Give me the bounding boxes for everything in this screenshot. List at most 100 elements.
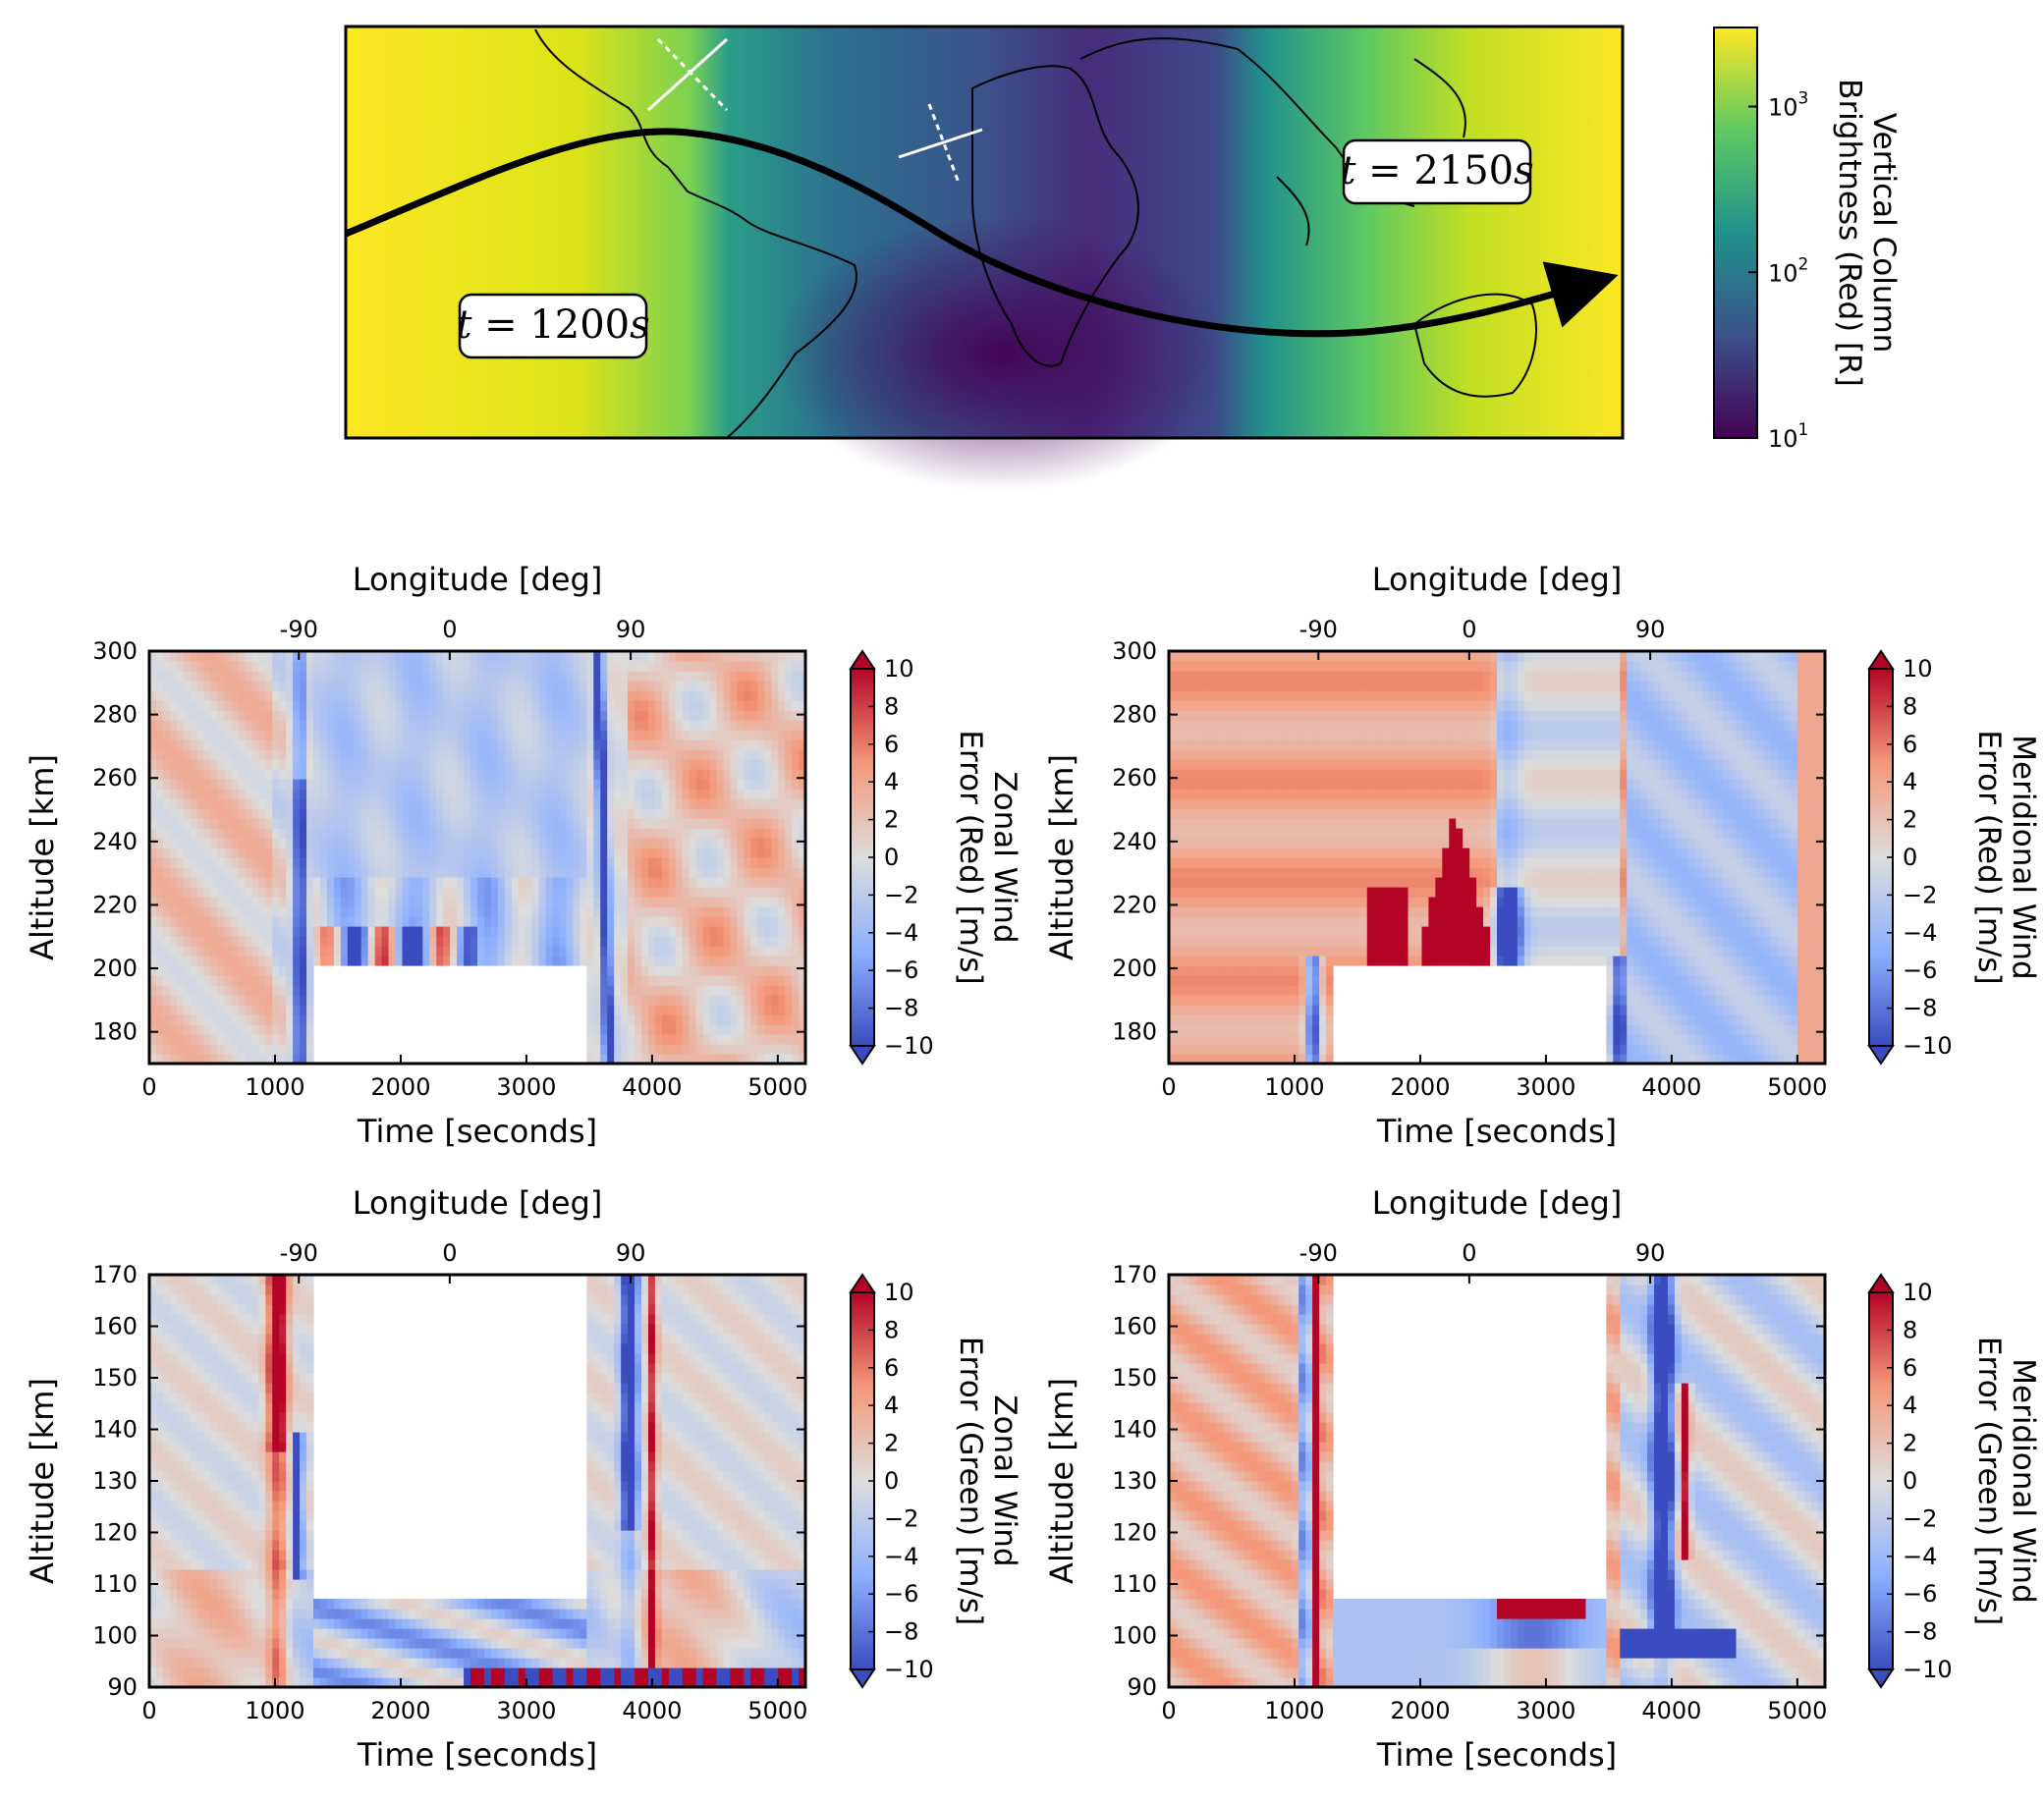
y-tick-label: 110 [92, 1570, 138, 1598]
y-tick-label: 170 [1112, 1261, 1157, 1288]
heatmap-cells [1169, 651, 1826, 1065]
map-frame [344, 25, 1625, 440]
y-tick-label: 220 [1112, 891, 1157, 918]
x-tick-label: 1000 [245, 1073, 304, 1101]
colorbar-tick-label: 8 [884, 1316, 899, 1343]
x-tick-label: 2000 [370, 1697, 430, 1724]
colorbar-extend-min [1867, 1668, 1895, 1689]
y-tick-label: 260 [92, 764, 138, 792]
colorbar-title-line-2: Error (Red) [m/s] [1971, 730, 2007, 984]
y-tick-label: 150 [1112, 1364, 1157, 1392]
x-tick-label: 5000 [747, 1073, 807, 1101]
brightness-colorbar: 101 102 103 Vertical Column Brightness (Re… [1713, 27, 1902, 453]
colorbar-tick-label: 6 [884, 731, 899, 758]
colorbar-tick-label: −8 [1903, 1618, 1937, 1646]
x-tick-label: 5000 [747, 1697, 807, 1724]
x-tick-label: 0 [1161, 1073, 1176, 1101]
x-tick-label: 1000 [1264, 1073, 1324, 1101]
y-tick-label: 100 [92, 1622, 138, 1650]
colorbar-tick-label: −6 [1903, 957, 1937, 984]
y-tick-label: 140 [1112, 1416, 1157, 1444]
colorbar-tick-label: 10 [1903, 1279, 1933, 1306]
top-tick-label: 0 [1462, 616, 1476, 643]
y-tick-label: 220 [92, 891, 138, 918]
y-tick-label: 300 [1112, 637, 1157, 665]
plot-frame [1167, 649, 1827, 1066]
y-tick-label: 200 [1112, 955, 1157, 982]
top-tick-label: -90 [280, 616, 318, 643]
plot-frame [147, 649, 807, 1066]
colorbar-tick-label: 0 [1903, 844, 1917, 871]
colorbar-extend-min [849, 1668, 876, 1689]
top-tick-label: 0 [1462, 1239, 1476, 1267]
colorbar-title-line-2: Error (Red) [m/s] [953, 730, 988, 984]
x-tick-label: 2000 [1390, 1697, 1450, 1724]
y-tick-label: 140 [92, 1416, 138, 1444]
x-tick-label: 3000 [1516, 1073, 1575, 1101]
colorbar-tick-label: −6 [884, 1580, 918, 1608]
y-tick-label: 240 [92, 828, 138, 855]
top-tick-label: 90 [616, 1239, 646, 1267]
colorbar-title-line-2: Error (Green) [m/s] [1971, 1337, 2007, 1625]
y-tick-label: 280 [92, 701, 138, 729]
heatmap-cells [149, 1275, 806, 1688]
x-tick-label: 4000 [622, 1697, 682, 1724]
colorbar-tick-label: −4 [1903, 919, 1937, 947]
colorbar-title-line-2: Error (Green) [m/s] [953, 1337, 988, 1625]
top-tick-label: -90 [280, 1239, 318, 1267]
y-tick-label: 100 [1112, 1622, 1157, 1650]
x-tick-label: 3000 [1516, 1697, 1575, 1724]
map-colorbar-tick-label: 101 [1768, 420, 1808, 453]
x-tick-label: 1000 [245, 1697, 304, 1724]
y-tick-label: 90 [1127, 1673, 1157, 1701]
map-colorbar-title-2: Brightness (Red) [R] [1832, 79, 1867, 387]
colorbar-title-line-1: Zonal Wind [987, 1394, 1022, 1566]
x-axis-label: Time [seconds] [1376, 1113, 1617, 1150]
x-tick-label: 5000 [1767, 1073, 1827, 1101]
y-tick-label: 200 [92, 955, 138, 982]
heatmap-panel-3: 0 1000 2000 3000 4000 50009010011012013014015… [24, 1184, 1022, 1774]
colorbar-tick-label: 6 [884, 1354, 899, 1382]
brightness-map: t = 1200s t = 2150s [344, 25, 1625, 491]
colorbar-tick-label: 10 [884, 655, 914, 683]
x-tick-label: 0 [141, 1073, 156, 1101]
y-tick-label: 90 [107, 1673, 138, 1701]
y-tick-label: 120 [92, 1519, 138, 1547]
top-axis-label: Longitude [deg] [1372, 1184, 1623, 1222]
time-label-right-t: t [1340, 148, 1356, 193]
svg-text:t = 2150s: t = 2150s [1340, 148, 1533, 193]
colorbar-extend-min [1867, 1045, 1895, 1066]
colorbar-extend-max [849, 649, 876, 670]
colorbar-tick-label: −4 [884, 1543, 918, 1570]
top-tick-label: 0 [442, 616, 457, 643]
y-tick-label: 180 [92, 1018, 138, 1046]
colorbar-tick-label: −6 [884, 957, 918, 984]
y-tick-label: 180 [1112, 1018, 1157, 1046]
time-label-right: t = 2150s [1340, 138, 1534, 205]
svg-text:t = 1200s: t = 1200s [456, 302, 649, 348]
colorbar-tick-label: 8 [1903, 1316, 1917, 1343]
x-axis-label: Time [seconds] [357, 1736, 597, 1774]
y-tick-label: 150 [92, 1364, 138, 1392]
time-label-left-value: = 1200 [471, 302, 630, 348]
top-tick-label: 90 [1635, 1239, 1666, 1267]
time-label-left: t = 1200s [456, 293, 650, 359]
y-tick-label: 170 [92, 1261, 138, 1288]
heatmap-panel-1: 0 1000 2000 3000 4000 50001802002202402602803… [24, 561, 1022, 1150]
y-tick-label: 260 [1112, 764, 1157, 792]
satellite-track [344, 128, 1619, 338]
y-axis-label: Altitude [km] [1043, 1378, 1080, 1584]
colorbar-extend-max [849, 1273, 876, 1293]
colorbar-tick-label: 8 [1903, 692, 1917, 720]
map-colorbar-tick-label: 102 [1768, 254, 1808, 287]
top-axis-label: Longitude [deg] [353, 561, 603, 598]
top-tick-label: 90 [616, 616, 646, 643]
colorbar-tick-label: −10 [1903, 1656, 1953, 1683]
time-label-left-t: t [456, 302, 472, 348]
colorbar-tick-label: 10 [884, 1279, 914, 1306]
x-axis-label: Time [seconds] [1376, 1736, 1617, 1774]
colorbar-tick-label: −6 [1903, 1580, 1937, 1608]
colorbar-tick-label: 4 [1903, 1392, 1917, 1419]
